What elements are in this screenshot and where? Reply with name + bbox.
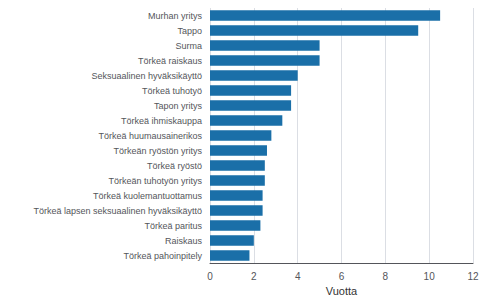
svg-text:10: 10	[424, 271, 436, 282]
svg-text:Törkeä pahoinpitely: Törkeä pahoinpitely	[123, 251, 202, 261]
svg-text:2: 2	[251, 271, 257, 282]
svg-text:Törkeän tuhotyön yritys: Törkeän tuhotyön yritys	[108, 176, 202, 186]
svg-text:Törkeä ryöstö: Törkeä ryöstö	[147, 161, 202, 171]
svg-text:Törkeä lapsen seksuaalinen hyv: Törkeä lapsen seksuaalinen hyväksikäyttö	[33, 206, 202, 216]
svg-text:Surma: Surma	[175, 41, 202, 51]
svg-text:Törkeä raiskaus: Törkeä raiskaus	[138, 56, 203, 66]
svg-text:8: 8	[383, 271, 389, 282]
svg-text:6: 6	[339, 271, 345, 282]
svg-text:12: 12	[467, 271, 479, 282]
svg-text:Törkeän ryöstön yritys: Törkeän ryöstön yritys	[113, 146, 202, 156]
svg-text:Törkeä tuhotyö: Törkeä tuhotyö	[142, 86, 202, 96]
svg-text:Vuotta: Vuotta	[326, 285, 358, 297]
svg-text:Seksuaalinen hyväksikäyttö: Seksuaalinen hyväksikäyttö	[91, 71, 202, 81]
svg-text:Törkeä kuolemantuottamus: Törkeä kuolemantuottamus	[93, 191, 203, 201]
svg-text:Murhan yritys: Murhan yritys	[148, 11, 203, 21]
svg-text:Tappo: Tappo	[177, 26, 202, 36]
svg-text:Raiskaus: Raiskaus	[165, 236, 203, 246]
svg-text:0: 0	[207, 271, 213, 282]
svg-text:Tapon yritys: Tapon yritys	[154, 101, 203, 111]
svg-text:Törkeä huumausainerikos: Törkeä huumausainerikos	[98, 131, 202, 141]
svg-text:4: 4	[295, 271, 301, 282]
svg-text:Törkeä paritus: Törkeä paritus	[144, 221, 202, 231]
svg-text:Törkeä ihmiskauppa: Törkeä ihmiskauppa	[121, 116, 202, 126]
